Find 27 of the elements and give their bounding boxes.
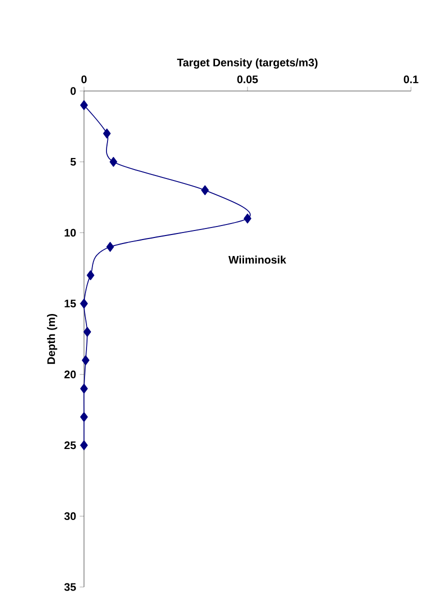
point	[80, 440, 88, 450]
point	[244, 214, 252, 224]
y-tick-label: 25	[64, 441, 76, 450]
point	[80, 384, 88, 394]
y-axis-title: Depth (m)	[46, 314, 58, 364]
point	[80, 100, 88, 110]
y-tick-label: 15	[64, 300, 76, 308]
x-tick-label: 0	[81, 75, 87, 84]
x-axis-title: Target Density (targets/m3)	[177, 58, 318, 69]
point	[86, 270, 94, 280]
point	[103, 128, 111, 138]
y-tick-label: 20	[64, 370, 76, 378]
y-tick-label: 10	[64, 228, 76, 237]
point	[83, 326, 92, 337]
annotation: Wiiminosik	[228, 256, 286, 264]
point	[106, 242, 114, 252]
point	[201, 185, 209, 196]
point	[110, 156, 118, 167]
x-tick-label: 0.05	[237, 75, 258, 84]
point	[80, 298, 88, 308]
point	[80, 412, 88, 422]
y-tick-label: 30	[64, 512, 76, 520]
y-tick-label: 0	[70, 87, 76, 95]
y-tick-label: 5	[70, 158, 76, 166]
x-tick-label: 0.1	[404, 75, 418, 84]
y-tick-label: 35	[64, 583, 76, 591]
point	[82, 355, 90, 366]
